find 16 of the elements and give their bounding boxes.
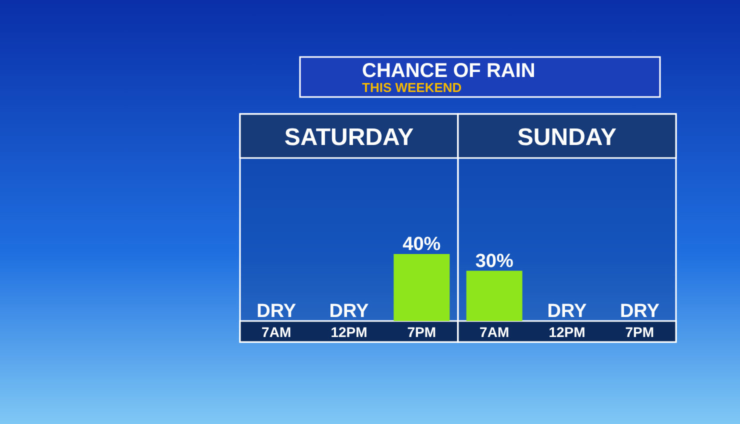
x-tick-label: 7PM [407, 324, 436, 340]
x-tick-label: 12PM [548, 324, 586, 340]
data-label: DRY [256, 301, 296, 322]
x-tick-label: 7AM [480, 324, 510, 340]
chart-title: SUNDAY [517, 124, 617, 151]
text: THIS WEEKEND [362, 80, 462, 95]
data-label: 30% [475, 250, 514, 272]
x-tick-label: 12PM [330, 324, 368, 340]
data-label: DRY [329, 301, 370, 322]
data-label: DRY [547, 301, 588, 322]
x-tick-label: 7PM [625, 324, 654, 340]
data-label: 40% [402, 234, 441, 255]
chart-title: SATURDAY [284, 124, 414, 151]
x-tick-label: 7AM [262, 324, 292, 340]
data-label: DRY [620, 301, 660, 322]
text: CHANCE OF RAIN [362, 60, 536, 82]
